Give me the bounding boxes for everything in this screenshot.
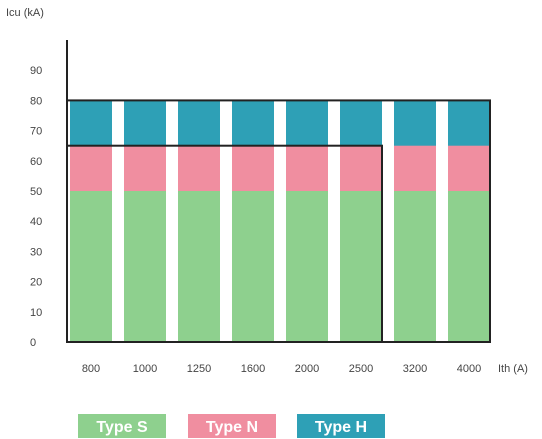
y-tick-label: 80 bbox=[30, 95, 42, 107]
y-axis-ticks: 0 10 20 30 40 50 60 70 80 90 bbox=[30, 65, 42, 349]
legend-item: Type N bbox=[188, 414, 276, 438]
bar-type-s bbox=[394, 191, 436, 342]
bar-type-s bbox=[232, 191, 274, 342]
legend: Type S Type N Type H bbox=[78, 414, 385, 438]
y-tick-label: 30 bbox=[30, 246, 42, 258]
x-tick-label: 2000 bbox=[295, 363, 319, 375]
y-tick-label: 10 bbox=[30, 307, 42, 319]
x-tick-label: 2500 bbox=[349, 363, 373, 375]
bar-type-s bbox=[70, 191, 112, 342]
legend-item: Type S bbox=[78, 414, 166, 438]
bar-type-s bbox=[178, 191, 220, 342]
bar-type-s bbox=[340, 191, 382, 342]
x-tick-label: 4000 bbox=[457, 363, 481, 375]
legend-item: Type H bbox=[297, 414, 385, 438]
y-tick-label: 50 bbox=[30, 186, 42, 198]
legend-swatch bbox=[78, 414, 166, 438]
bar-type-s bbox=[286, 191, 328, 342]
legend-swatch bbox=[188, 414, 276, 438]
legend-label: Type H bbox=[315, 419, 367, 436]
y-tick-label: 90 bbox=[30, 65, 42, 77]
x-tick-label: 3200 bbox=[403, 363, 427, 375]
y-tick-label: 70 bbox=[30, 126, 42, 138]
bars-group bbox=[70, 100, 490, 343]
x-tick-label: 800 bbox=[82, 363, 100, 375]
x-tick-label: 1000 bbox=[133, 363, 157, 375]
y-tick-label: 40 bbox=[30, 216, 42, 228]
legend-swatch bbox=[297, 414, 385, 438]
legend-label: Type S bbox=[96, 419, 148, 436]
x-tick-label: 1600 bbox=[241, 363, 265, 375]
x-axis-label: Ith (A) bbox=[498, 363, 528, 375]
y-axis-label: Icu (kA) bbox=[6, 7, 44, 19]
x-axis-ticks: 800 1000 1250 1600 2000 2500 3200 4000 bbox=[82, 363, 481, 375]
y-tick-label: 20 bbox=[30, 277, 42, 289]
bar-type-s bbox=[124, 191, 166, 342]
y-tick-label: 60 bbox=[30, 156, 42, 168]
legend-label: Type N bbox=[206, 419, 258, 436]
x-tick-label: 1250 bbox=[187, 363, 211, 375]
bar-type-s bbox=[448, 191, 490, 342]
frame-outline bbox=[66, 144, 383, 343]
y-tick-label: 0 bbox=[30, 337, 36, 349]
